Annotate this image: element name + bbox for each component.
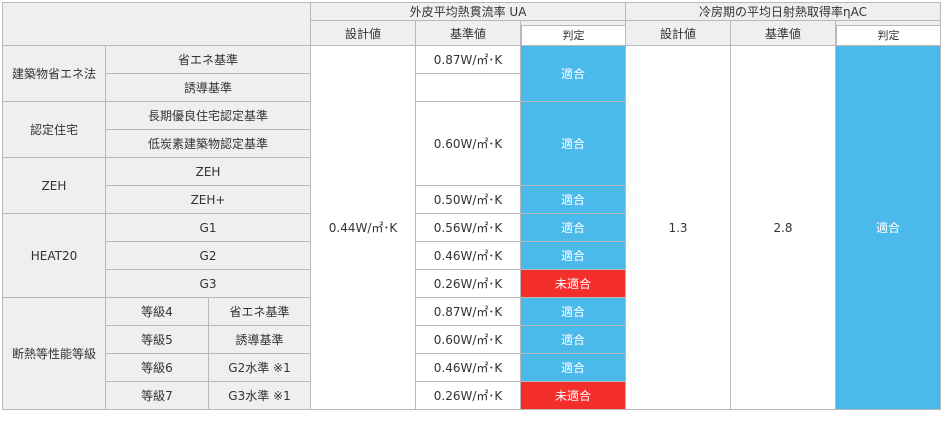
row-label: 省エネ基準 <box>104 45 312 74</box>
group-energy-law: 建築物省エネ法 <box>2 45 106 102</box>
row-label: G2 <box>104 241 312 270</box>
group-insulation-grade: 断熱等性能等級 <box>2 297 106 410</box>
ua-standard-value: 0.26W/㎡･K <box>415 269 522 298</box>
group-certified-house: 認定住宅 <box>2 101 106 158</box>
grade-label: 等級4 <box>105 297 209 326</box>
ua-result-pass: 適合 <box>520 185 627 214</box>
compliance-table: 外皮平均熱貫流率 UA 冷房期の平均日射熱取得率ηAC 設計値 基準値 判定 設… <box>1 2 942 410</box>
row-label: 誘導基準 <box>104 73 312 102</box>
ua-standard-value: 0.87W/㎡･K <box>415 297 522 326</box>
table-row: 等級5 誘導基準 0.60W/㎡･K 適合 <box>3 325 941 354</box>
row-label: G2水準 ※1 <box>207 353 312 382</box>
table-row: 等級6 G2水準 ※1 0.46W/㎡･K 適合 <box>3 353 941 382</box>
ua-standard-value: 0.26W/㎡･K <box>415 381 522 410</box>
header-ua-group: 外皮平均熱貫流率 UA <box>310 2 627 21</box>
header-eta-judgement-label: 判定 <box>836 25 940 45</box>
ua-standard-value: 0.60W/㎡･K <box>415 101 522 186</box>
header-eta-judgement: 判定 <box>835 20 942 46</box>
ua-standard-value: 0.46W/㎡･K <box>415 241 522 270</box>
header-corner-cell <box>1 2 312 46</box>
row-label: 誘導基準 <box>207 325 312 354</box>
table-row: 等級7 G3水準 ※1 0.26W/㎡･K 未適合 <box>3 381 941 410</box>
row-label: G1 <box>104 213 312 242</box>
row-label: 省エネ基準 <box>207 297 312 326</box>
grade-label: 等級6 <box>105 353 209 382</box>
ua-standard-value: 0.50W/㎡･K <box>415 185 522 214</box>
row-label: G3水準 ※1 <box>207 381 312 410</box>
ua-standard-value: 0.87W/㎡･K <box>415 45 522 74</box>
table-row: 誘導基準 <box>3 73 941 102</box>
header-row-columns: 設計値 基準値 判定 設計値 基準値 判定 <box>3 20 942 46</box>
header-eta-design: 設計値 <box>625 20 732 46</box>
grade-label: 等級7 <box>105 381 209 410</box>
group-heat20: HEAT20 <box>2 213 106 298</box>
ua-result-pass: 適合 <box>520 297 627 326</box>
ua-result-pass: 適合 <box>520 353 627 382</box>
row-label: ZEH+ <box>104 185 312 214</box>
eta-design-value: 1.3 <box>625 45 732 410</box>
ua-standard-value: 0.60W/㎡･K <box>415 325 522 354</box>
header-row-groups: 外皮平均熱貫流率 UA 冷房期の平均日射熱取得率ηAC <box>1 2 942 46</box>
row-label: G3 <box>104 269 312 298</box>
ua-design-value: 0.44W/㎡･K <box>310 45 417 410</box>
header-eta-group: 冷房期の平均日射熱取得率ηAC <box>625 2 942 21</box>
ua-result-pass: 適合 <box>520 213 627 242</box>
grade-label: 等級5 <box>105 325 209 354</box>
table-row: 認定住宅 長期優良住宅認定基準 0.60W/㎡･K 適合 <box>2 101 941 186</box>
table-row: G3 0.26W/㎡･K 未適合 <box>3 269 941 298</box>
row-label: 低炭素建築物認定基準 <box>104 129 312 158</box>
eta-standard-value: 2.8 <box>730 45 837 410</box>
ua-standard-value: 0.56W/㎡･K <box>415 213 522 242</box>
ua-result-fail: 未適合 <box>520 381 627 410</box>
row-label: ZEH <box>104 157 312 186</box>
header-ua-judgement-label: 判定 <box>521 25 625 45</box>
header-ua-design: 設計値 <box>310 20 417 46</box>
group-zeh: ZEH <box>2 157 106 214</box>
table-row: 断熱等性能等級 等級4 省エネ基準 0.87W/㎡･K 適合 <box>2 297 941 410</box>
ua-standard-value-empty <box>415 73 522 102</box>
table-row: 低炭素建築物認定基準 <box>3 129 941 158</box>
ua-result-pass: 適合 <box>520 45 627 102</box>
table-row: 建築物省エネ法 省エネ基準 0.44W/㎡･K 0.87W/㎡･K 適合 1.3… <box>2 45 942 410</box>
ua-standard-value: 0.46W/㎡･K <box>415 353 522 382</box>
header-eta-standard: 基準値 <box>730 20 837 46</box>
ua-result-fail: 未適合 <box>520 269 627 298</box>
header-ua-judgement: 判定 <box>520 20 627 46</box>
ua-result-pass: 適合 <box>520 325 627 354</box>
ua-result-pass: 適合 <box>520 101 627 186</box>
ua-result-pass: 適合 <box>520 241 627 270</box>
header-ua-standard: 基準値 <box>415 20 522 46</box>
row-label: 長期優良住宅認定基準 <box>104 101 312 130</box>
table-row: ZEH+ 0.50W/㎡･K 適合 <box>3 185 941 214</box>
table-row: ZEH ZEH <box>2 157 941 214</box>
eta-result-pass: 適合 <box>835 45 942 410</box>
